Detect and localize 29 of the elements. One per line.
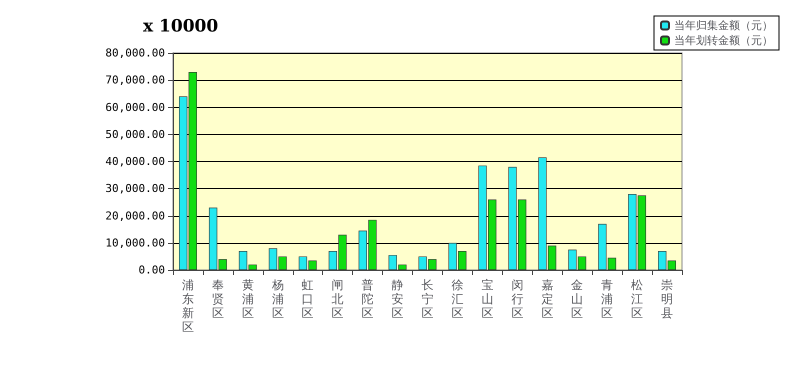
x-tick-label: 徐汇区 [451, 278, 464, 320]
y-tick-label: 40,000.00 [105, 155, 165, 168]
y-tick-label: 70,000.00 [105, 74, 165, 87]
x-tick-label: 崇明县 [661, 278, 674, 320]
text: x 10000 [143, 16, 218, 36]
x-tick-label: 金山区 [571, 278, 584, 320]
x-tick-label: 闵行区 [511, 278, 524, 320]
y-tick-label: 20,000.00 [105, 209, 165, 222]
x-tick-label: 宝山区 [481, 278, 494, 320]
x-tick-label: 松江区 [631, 278, 644, 320]
x-tick-label: 杨浦区 [270, 278, 284, 320]
x-tick-label: 奉贤区 [212, 278, 224, 320]
x-tick-label: 长宁区 [422, 278, 434, 320]
y-tick-label: 30,000.00 [105, 182, 165, 196]
y-tick-label: 50,000.00 [105, 128, 165, 141]
x-tick-label: 青浦区 [601, 278, 614, 320]
x-tick-label: 嘉定区 [541, 278, 554, 320]
x-tick-label: 闸北区 [332, 278, 344, 320]
y-tick-label: 0.00 [138, 264, 165, 276]
legend-label: 当年划转金额（元） [674, 34, 773, 47]
y-tick-label: 10,000.00 [105, 236, 165, 250]
y-tick-label: 80,000.00 [105, 46, 165, 60]
legend-label: 当年归集金额（元） [674, 19, 773, 32]
x-tick-label: 浦东新区 [182, 278, 194, 334]
y-tick-label: 60,000.00 [105, 100, 165, 114]
x-tick-label: 黄浦区 [242, 278, 254, 320]
x-tick-label: 普陀区 [362, 278, 374, 320]
x-tick-label: 虹口区 [302, 278, 314, 320]
x-tick-label: 静安区 [392, 278, 404, 320]
